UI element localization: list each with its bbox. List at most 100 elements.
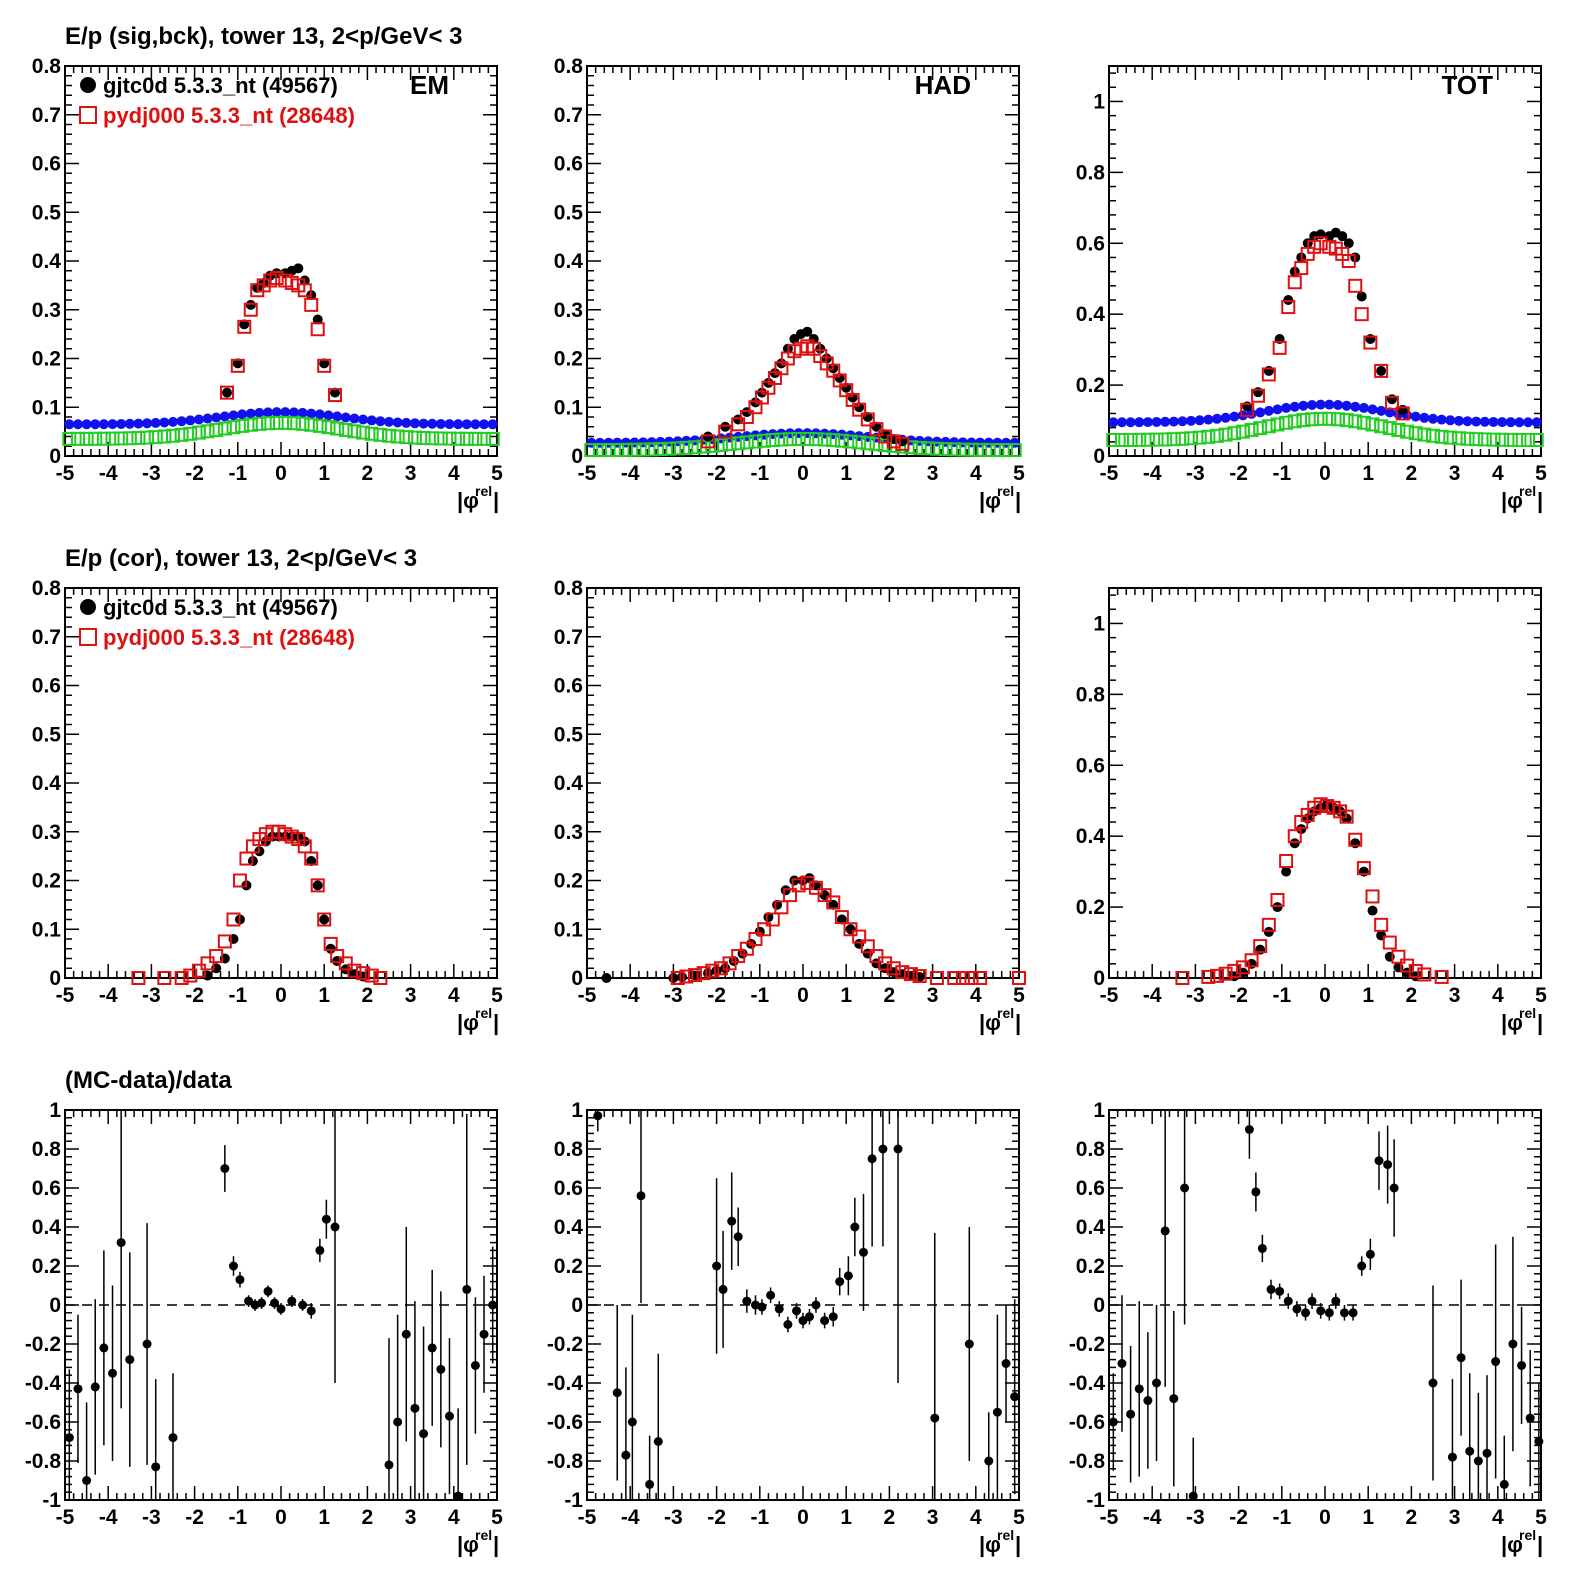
x-tick-label: 3 [927, 1506, 939, 1529]
background-data-point [1523, 417, 1534, 428]
background-mc-point [122, 431, 137, 446]
ratio-point [1365, 1249, 1375, 1259]
ratio-point [1251, 1187, 1261, 1197]
background-mc-point [774, 432, 789, 447]
data-point [1386, 394, 1397, 405]
background-data-point [1497, 417, 1508, 428]
background-mc-point [79, 431, 94, 446]
mc-point [373, 971, 388, 985]
x-tick-label: 0 [1319, 984, 1331, 1007]
x-tick-label: 5 [491, 462, 503, 485]
ratio-point [1307, 1296, 1317, 1306]
background-mc-point [1192, 430, 1207, 445]
background-mc-point [791, 431, 806, 446]
background-mc-point [459, 431, 474, 446]
mc-point [895, 436, 910, 451]
background-data-point [1358, 402, 1369, 413]
mc-point [783, 888, 798, 903]
ratio-point [627, 1417, 637, 1427]
y-tick-label: 0.4 [1076, 825, 1106, 848]
data-point [232, 358, 243, 369]
y-tick-label: 0.4 [1076, 1216, 1106, 1239]
background-mc-point [468, 431, 483, 446]
background-mc-point [1114, 432, 1129, 447]
mc-point [1341, 254, 1356, 268]
mc-point [232, 873, 247, 888]
y-tick-label: 0.6 [32, 1177, 61, 1200]
background-mc-point [399, 430, 414, 445]
background-mc-point [338, 422, 353, 437]
ratio-point [1447, 1452, 1457, 1462]
mc-point [705, 963, 720, 978]
ratio-point [1357, 1261, 1367, 1271]
y-tick-label: 0.4 [32, 250, 62, 273]
chart-panel: -5 -4 -3 -2 -1 0 1 2 3 4 5 0 0.1 0.2 0.3 0.4 0.5 0.6 0.7 0.… [32, 577, 503, 1035]
ratio-point [984, 1456, 994, 1466]
data-point [1272, 902, 1283, 913]
background-data-point [1229, 411, 1240, 422]
x-tick-label: -3 [142, 984, 161, 1007]
ratio-point [766, 1290, 776, 1300]
y-tick-label: 0.2 [1076, 896, 1105, 919]
ratio-point [99, 1343, 109, 1353]
background-mc-point [999, 443, 1014, 458]
x-tick-label: -4 [99, 462, 118, 485]
chart-panel: -5 -4 -3 -2 -1 0 1 2 3 4 5 -1 -0.8 -0.6 -0.4 -0.2 0 0.2 0.… [1069, 1099, 1547, 1557]
mc-point [1417, 967, 1432, 982]
x-tick-label: -2 [1229, 984, 1248, 1007]
background-mc-point [679, 440, 694, 455]
ratio-point [298, 1300, 308, 1310]
mc-point [1261, 917, 1276, 932]
mc-point [1253, 939, 1268, 954]
background-data-point [314, 409, 325, 420]
background-mc-point [62, 431, 77, 446]
mc-point [338, 956, 353, 971]
x-tick-label: 0 [1319, 1506, 1331, 1529]
background-data-point [271, 407, 282, 418]
ratio-point [1152, 1378, 1162, 1388]
x-tick-label: 4 [448, 1506, 460, 1529]
background-data-point [1531, 417, 1542, 428]
mc-point [700, 434, 715, 449]
x-tick-label: -4 [621, 1506, 640, 1529]
mc-point [1384, 395, 1399, 410]
background-mc-point [235, 418, 250, 433]
background-data-point [1471, 416, 1482, 427]
mc-point [947, 971, 962, 985]
y-tick-label: 0.2 [1076, 1255, 1105, 1278]
ratio-point [1266, 1284, 1276, 1294]
background-data-point [288, 407, 299, 418]
y-tick-label: 0 [1093, 967, 1105, 990]
ratio-point [1257, 1243, 1267, 1253]
mc-point [1348, 832, 1363, 847]
x-tick-label: 0 [275, 1506, 287, 1529]
y-tick-label: 0 [49, 1294, 61, 1317]
ratio-point [804, 1312, 814, 1322]
x-axis-label-sup: rel [475, 483, 492, 499]
ratio-point [1324, 1308, 1334, 1318]
background-mc-point [191, 425, 206, 440]
mc-point [852, 929, 867, 944]
background-data-point [1341, 400, 1352, 411]
y-tick-label: 0 [1093, 1294, 1105, 1317]
y-tick-label: 0.5 [32, 723, 62, 746]
x-tick-label: -5 [56, 984, 75, 1007]
mc-point [200, 956, 215, 971]
background-data-point [133, 418, 144, 429]
x-tick-label: -3 [664, 462, 683, 485]
background-mc-point [330, 421, 345, 436]
x-axis-label: |φ [1501, 1532, 1523, 1557]
background-mc-point [670, 441, 685, 456]
background-mc-point [1106, 433, 1121, 448]
mc-point [220, 385, 234, 400]
mc-point [912, 969, 927, 984]
mc-point [157, 971, 172, 985]
ratio-point [798, 1316, 808, 1326]
data-point [1337, 231, 1348, 242]
data-point [1358, 866, 1369, 877]
background-data-point [1307, 399, 1318, 410]
x-tick-label: 5 [1013, 1506, 1025, 1529]
background-mc-point [1529, 433, 1544, 448]
x-tick-label: 4 [970, 462, 982, 485]
